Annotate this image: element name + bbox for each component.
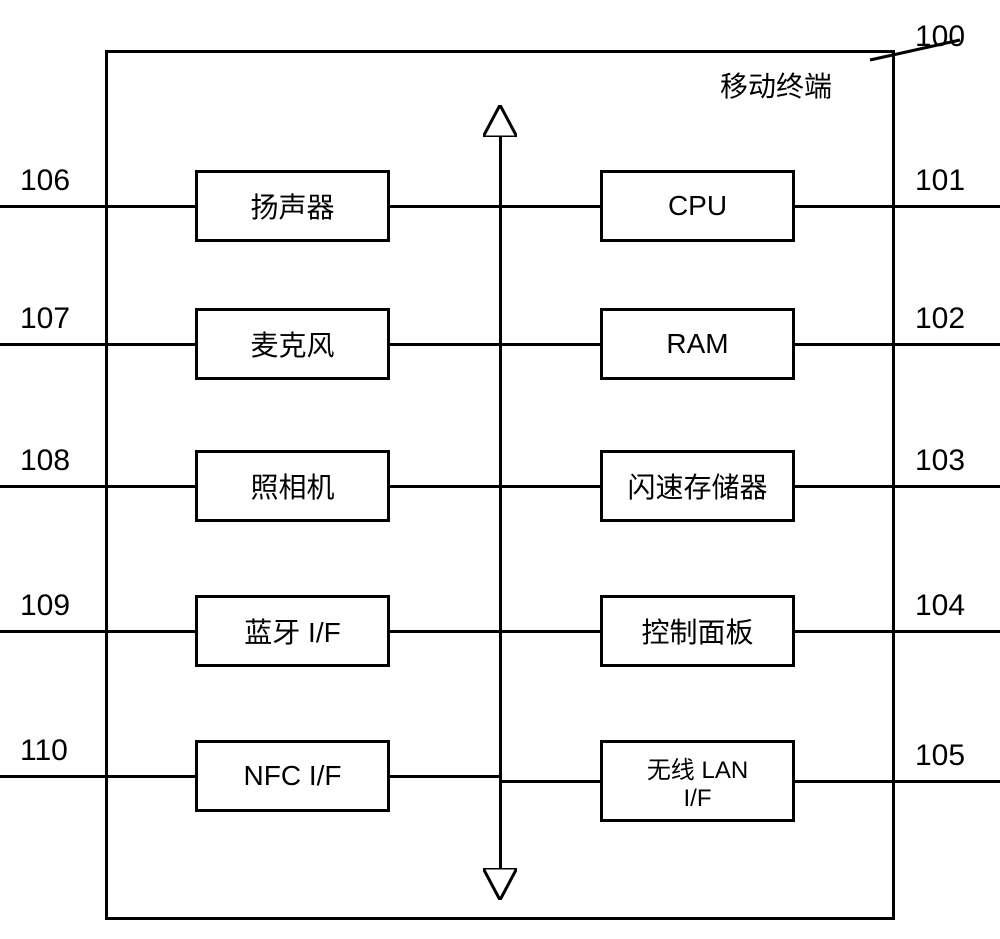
ref-104: 104	[915, 589, 965, 623]
conn-bluetooth	[390, 630, 500, 633]
ref-100: 100	[915, 20, 965, 54]
ref-102: 102	[915, 302, 965, 336]
conn-cpu	[500, 205, 600, 208]
leader-ram	[795, 343, 1000, 346]
leader-camera	[0, 485, 195, 488]
block-nfc: NFC I/F	[195, 740, 390, 812]
bus-arrow-down	[483, 868, 517, 900]
block-cpu: CPU	[600, 170, 795, 242]
leader-flash	[795, 485, 1000, 488]
bus-arrow-up	[483, 105, 517, 137]
block-wlan: 无线 LAN I/F	[600, 740, 795, 822]
conn-panel	[500, 630, 600, 633]
leader-cpu	[795, 205, 1000, 208]
ref-110: 110	[20, 734, 68, 768]
leader-wlan	[795, 780, 1000, 783]
block-panel: 控制面板	[600, 595, 795, 667]
ref-103: 103	[915, 444, 965, 478]
block-speaker: 扬声器	[195, 170, 390, 242]
ref-105: 105	[915, 739, 965, 773]
leader-speaker	[0, 205, 195, 208]
ref-101: 101	[915, 164, 965, 198]
bus-line	[499, 137, 502, 868]
block-flash: 闪速存储器	[600, 450, 795, 522]
leader-panel	[795, 630, 1000, 633]
leader-bluetooth	[0, 630, 195, 633]
leader-nfc	[0, 775, 195, 778]
ref-107: 107	[20, 302, 70, 336]
conn-flash	[500, 485, 600, 488]
container-label: 移动终端	[720, 65, 832, 105]
block-ram: RAM	[600, 308, 795, 380]
conn-speaker	[390, 205, 500, 208]
conn-nfc	[390, 775, 500, 778]
block-microphone: 麦克风	[195, 308, 390, 380]
leader-microphone	[0, 343, 195, 346]
conn-camera	[390, 485, 500, 488]
ref-106: 106	[20, 164, 70, 198]
ref-109: 109	[20, 589, 70, 623]
ref-108: 108	[20, 444, 70, 478]
block-bluetooth: 蓝牙 I/F	[195, 595, 390, 667]
block-camera: 照相机	[195, 450, 390, 522]
conn-wlan	[500, 780, 600, 783]
conn-ram	[500, 343, 600, 346]
conn-microphone	[390, 343, 500, 346]
